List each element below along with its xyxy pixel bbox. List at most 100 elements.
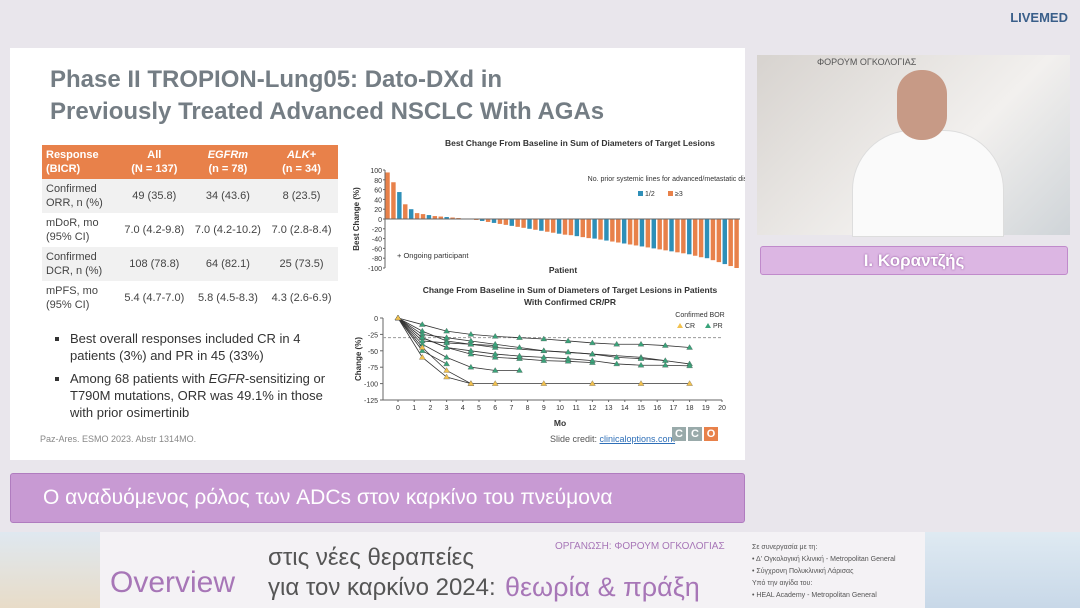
marker: [686, 362, 693, 369]
marker: [637, 340, 645, 347]
y-tick-label: -20: [372, 227, 382, 234]
x-tick-label: 13: [605, 405, 613, 412]
table-cell: 25 (73.5): [265, 247, 338, 281]
partners: Σε συνεργασία με τη: • Δ' Ογκολογική Κλιν…: [752, 542, 896, 602]
bar: [598, 219, 603, 240]
bar: [627, 219, 633, 245]
bar: [722, 219, 727, 265]
credit-link[interactable]: clinicaloptions.com: [599, 434, 676, 444]
bar: [604, 219, 609, 241]
y-tick-label: 40: [374, 197, 382, 204]
table-cell: 5.8 (4.5-8.3): [197, 292, 258, 304]
partner-line: • HEAL Academy - Metropolitan General: [752, 592, 877, 599]
marker: [564, 348, 572, 355]
y-tick-label: -75: [368, 365, 378, 372]
footer-image: [925, 532, 1080, 608]
header-text: (n = 78): [208, 163, 248, 175]
marker: [467, 363, 475, 370]
x-tick-label: 11: [573, 405, 580, 412]
bar: [710, 219, 716, 261]
bar: [616, 219, 621, 243]
marker: [637, 355, 645, 361]
bar: [562, 219, 568, 235]
x-tick-label: 7: [509, 405, 513, 412]
brand: LIVEMED: [1010, 10, 1068, 25]
chart-title: With Confirmed CR/PR: [524, 297, 616, 307]
marker: [467, 347, 475, 353]
x-tick-label: 8: [526, 405, 530, 412]
marker: [491, 350, 499, 357]
marker: [686, 344, 693, 350]
legend-marker: [677, 323, 683, 328]
speaker-name: Ι. Κοραντζής: [760, 246, 1068, 275]
x-tick-label: 0: [396, 405, 400, 412]
table-row: mPFS, mo (95% CI) 5.4 (4.7-7.0) 5.8 (4.5-8…: [42, 281, 338, 315]
bar: [432, 216, 438, 219]
table-cell: 34 (43.6): [190, 179, 266, 213]
marker: [516, 334, 523, 340]
bar: [521, 219, 526, 228]
bar: [444, 217, 449, 219]
speaker-head: [897, 70, 947, 140]
bar: [580, 219, 585, 238]
bar: [687, 219, 692, 255]
bar: [503, 219, 509, 225]
series-line: [397, 317, 690, 348]
table-cell: Confirmed ORR, n (%): [42, 179, 118, 213]
table-cell: 7.0 (2.8-8.4): [271, 224, 332, 236]
response-table: Response (BICR) All (N = 137) EGFRm (n = 78) A…: [42, 145, 338, 315]
marker: [564, 355, 572, 361]
bar: [420, 214, 426, 219]
bar: [414, 213, 420, 219]
y-axis-label: Best Change (%): [352, 187, 361, 251]
bar: [633, 219, 639, 246]
legend-label: CR: [685, 323, 695, 330]
marker: [443, 334, 450, 340]
x-axis-label: Mo: [554, 418, 566, 428]
bullet-text: Best overall responses included CR in 4 …: [70, 331, 301, 363]
table-cell: 108 (78.8): [117, 247, 191, 281]
legend-title: No. prior systemic lines for advanced/me…: [588, 176, 745, 183]
table-cell: 7.0 (4.2-10.2): [194, 224, 261, 236]
marker: [491, 380, 499, 386]
marker: [467, 337, 475, 344]
bar: [692, 219, 698, 256]
marker: [419, 337, 426, 344]
bar: [639, 219, 645, 247]
marker: [443, 327, 450, 334]
y-axis-label: Change (%): [354, 337, 363, 381]
x-tick-label: 2: [428, 405, 432, 412]
marker: [540, 354, 548, 360]
marker: [516, 344, 523, 350]
series-line: [397, 317, 666, 362]
footer-highlight: θεωρία & πράξη: [505, 572, 700, 602]
footer-line: για τον καρκίνο 2024:: [268, 574, 496, 601]
marker: [467, 331, 475, 337]
table-cell: 5.4 (4.7-7.0): [124, 292, 185, 304]
header-cell: Response (BICR): [42, 145, 118, 179]
bullet-text: -sensitizing or T790M mutations, ORR was…: [70, 371, 326, 420]
bar: [550, 219, 556, 233]
header-cell: All (N = 137): [117, 145, 191, 179]
header-text: ALK+: [287, 149, 317, 161]
header-row: Response (BICR) All (N = 137) EGFRm (n = 78) A…: [42, 145, 338, 179]
bar: [610, 219, 615, 242]
marker: [589, 339, 596, 346]
slide-title: Phase II TROPION-Lung05: Dato-DXd in Prev…: [50, 64, 604, 128]
bullet: Best overall responses included CR in 4 …: [70, 330, 340, 364]
bar: [408, 209, 414, 219]
webcam: ΦΟΡΟΥΜ ΟΓΚΟΛΟΓΙΑΣ: [757, 55, 1070, 237]
bar: [479, 219, 485, 221]
marker: [419, 347, 426, 353]
marker: [589, 350, 596, 357]
y-tick-label: 60: [374, 188, 382, 195]
legend-swatch: [668, 191, 673, 196]
marker: [516, 352, 523, 359]
marker: [613, 354, 620, 360]
table-cell: 64 (82.1): [190, 247, 266, 281]
bar: [592, 219, 597, 239]
logo-letter: C: [688, 427, 702, 441]
series-line: [397, 317, 520, 371]
bar: [539, 219, 544, 231]
marker: [564, 337, 572, 344]
